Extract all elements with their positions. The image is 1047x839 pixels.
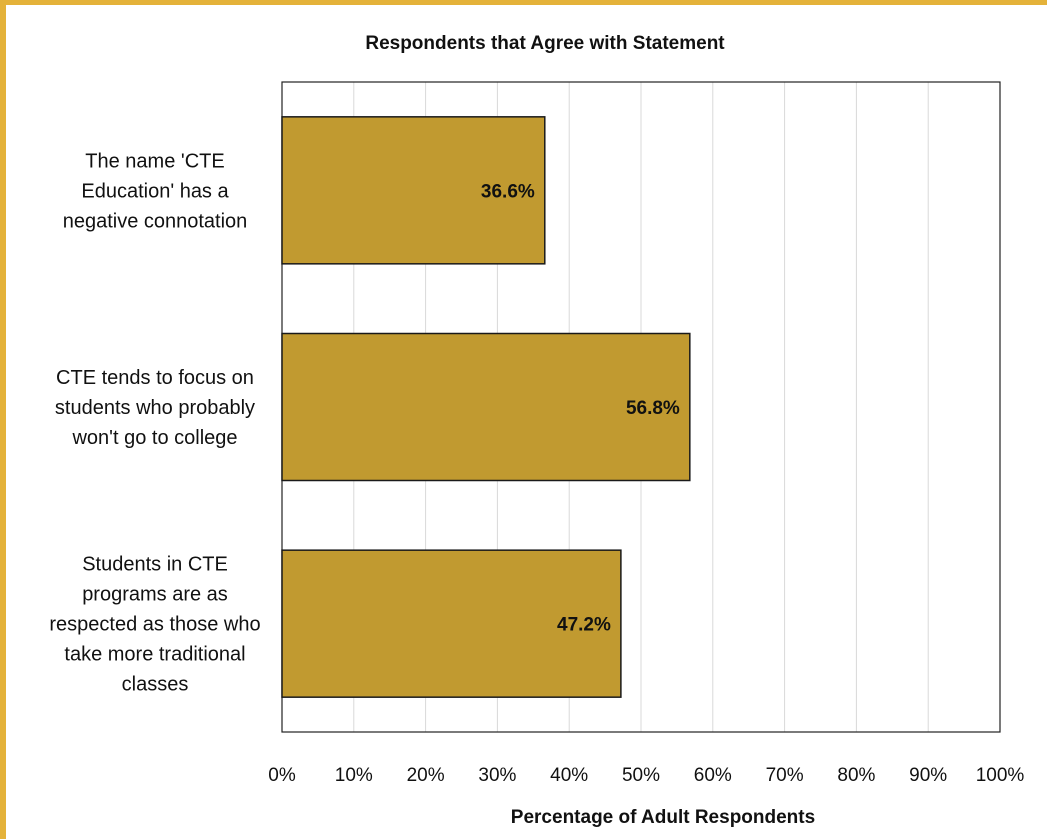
x-tick-label: 0% [268, 765, 296, 786]
category-label-line: students who probably [55, 397, 255, 419]
x-tick-label: 30% [478, 765, 516, 786]
x-tick-label: 100% [976, 765, 1025, 786]
x-tick-label: 60% [694, 765, 732, 786]
category-label: CTE tends to focus on students who probab… [55, 367, 255, 449]
x-axis-label: Percentage of Adult Respondents [511, 807, 815, 828]
category-label-line: respected as those who [49, 614, 260, 636]
category-label-line: Education' has a [81, 180, 229, 202]
bars: 36.6% 56.8% 47.2% [281, 116, 691, 698]
bar [281, 332, 691, 482]
data-label: 36.6% [481, 181, 535, 202]
category-labels: The name 'CTE Education' has a negative co… [49, 150, 260, 695]
x-tick-label: 20% [407, 765, 445, 786]
category-label: The name 'CTE Education' has a negative co… [63, 150, 248, 232]
data-label: 56.8% [626, 398, 680, 419]
data-label: 47.2% [557, 615, 611, 636]
category-label-line: negative connotation [63, 210, 248, 232]
x-tick-label: 80% [837, 765, 875, 786]
x-tick-label: 40% [550, 765, 588, 786]
category-label-line: Students in CTE [82, 554, 228, 576]
category-label-line: programs are as [82, 584, 228, 606]
category-label-line: CTE tends to focus on [56, 367, 254, 389]
bar [281, 116, 546, 265]
x-tick-label: 90% [909, 765, 947, 786]
x-tick-label: 10% [335, 765, 373, 786]
category-label-line: classes [122, 674, 189, 696]
category-label: Students in CTE programs are as respected … [49, 554, 260, 696]
chart-title: Respondents that Agree with Statement [365, 33, 725, 54]
bar [281, 549, 622, 698]
tick-labels: 0% 10% 20% 30% 40% 50% 60% 70% 80% 90% 100% [268, 765, 1024, 786]
category-label-line: won't go to college [71, 427, 237, 449]
x-tick-label: 50% [622, 765, 660, 786]
category-label-line: The name 'CTE [85, 150, 224, 172]
x-tick-label: 70% [766, 765, 804, 786]
category-label-line: take more traditional [64, 644, 245, 666]
